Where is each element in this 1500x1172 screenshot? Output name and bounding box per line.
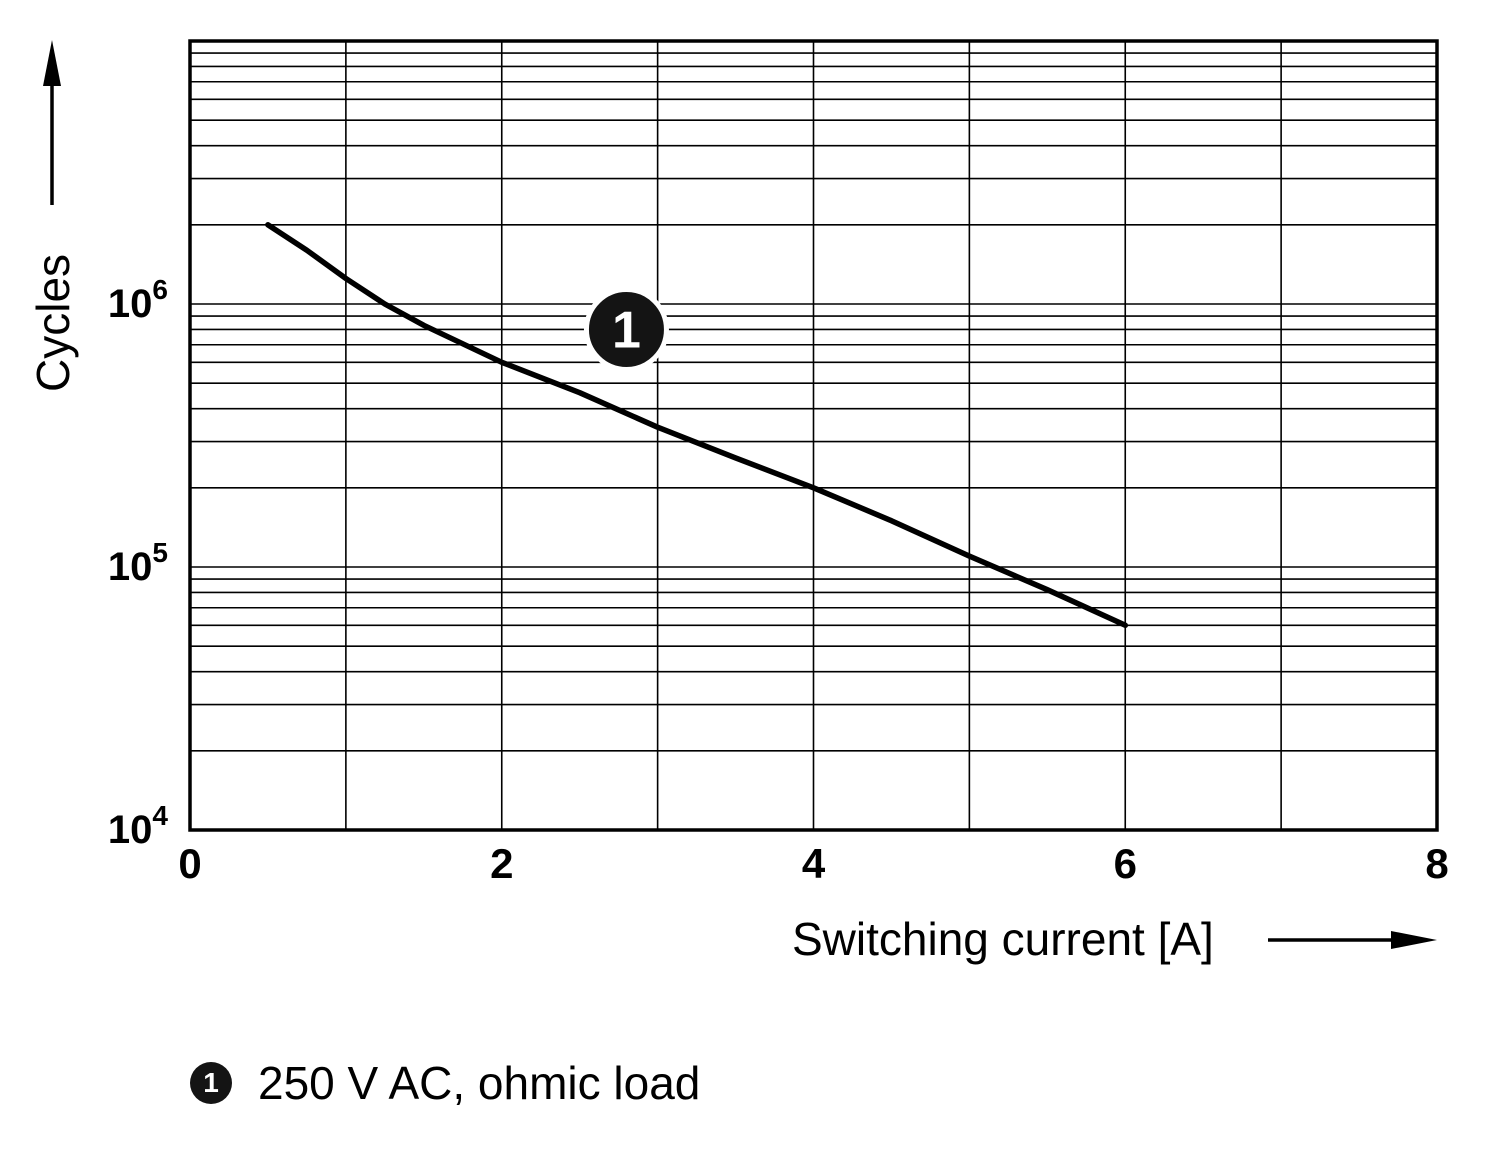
- svg-text:1: 1: [612, 301, 641, 359]
- svg-text:6: 6: [1114, 840, 1137, 887]
- svg-text:106: 106: [108, 274, 168, 326]
- chart-generated-content: 0 2 4 6 8 104 105 106 1: [108, 39, 1449, 887]
- legend-marker-icon: 1: [190, 1062, 232, 1104]
- svg-text:4: 4: [802, 840, 826, 887]
- legend-text: 250 V AC, ohmic load: [258, 1057, 701, 1109]
- svg-text:105: 105: [108, 537, 168, 589]
- y-axis-arrow-icon: [43, 40, 61, 205]
- x-axis-title: Switching current [A]: [792, 913, 1214, 965]
- svg-text:0: 0: [178, 840, 201, 887]
- x-axis-arrow-icon: [1268, 931, 1437, 949]
- svg-text:8: 8: [1425, 840, 1448, 887]
- svg-text:104: 104: [108, 800, 169, 852]
- legend: 1 250 V AC, ohmic load: [190, 1056, 700, 1110]
- svg-text:2: 2: [490, 840, 513, 887]
- y-axis-title: Cycles: [27, 253, 79, 392]
- legend-marker-label: 1: [203, 1067, 219, 1098]
